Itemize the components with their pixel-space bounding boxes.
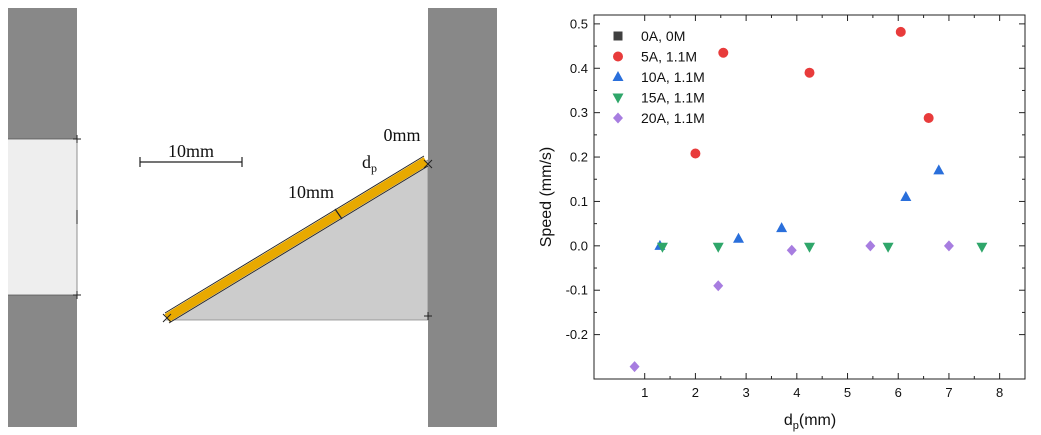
dp-strip	[164, 157, 429, 322]
legend-marker	[613, 31, 623, 41]
data-point	[712, 242, 724, 253]
y-tick-label: 0.2	[570, 150, 588, 165]
data-point	[804, 67, 815, 78]
data-point	[900, 191, 912, 201]
y-tick-label: -0.1	[566, 283, 588, 298]
data-point	[882, 242, 894, 253]
mid-distance-label: 10mm	[288, 182, 334, 202]
data-point	[943, 240, 954, 252]
data-point	[933, 164, 945, 175]
data-point	[656, 242, 668, 253]
right-wall	[428, 8, 497, 427]
speed-chart: 1 2 3 4 5 6 7 8 -0.2 -0.1 0.0 0.1 0.2 0.3 0.4 0.5 0A, …	[538, 14, 1026, 432]
legend-label: 15A, 1.1M	[641, 90, 705, 106]
left-wall-gap	[8, 139, 77, 295]
x-tick-label: 8	[996, 385, 1003, 400]
dp-label: dp	[362, 152, 377, 175]
x-tick-label: 1	[641, 385, 648, 400]
y-tick-label: 0.1	[570, 194, 588, 209]
y-tick-label: 0.3	[570, 105, 588, 120]
dp-strip-edge-top	[164, 155, 425, 314]
top-distance-label: 0mm	[383, 125, 420, 145]
data-point	[895, 26, 906, 37]
x-axis-ticks: 1 2 3 4 5 6 7 8	[641, 15, 1003, 400]
y-tick-label: -0.2	[566, 327, 588, 342]
x-tick-label: 5	[844, 385, 851, 400]
x-tick-label: 2	[692, 385, 699, 400]
left-wall-top	[8, 8, 77, 139]
y-tick-label: 0.5	[570, 16, 588, 31]
x-tick-label: 7	[945, 385, 952, 400]
left-wall-bottom	[8, 295, 77, 427]
data-point	[776, 222, 788, 233]
data-point	[786, 244, 797, 256]
x-axis-label: dp(mm)	[784, 412, 836, 432]
data-point	[629, 361, 640, 373]
geometry-diagram: 10mm 10mm 0mm dp	[8, 8, 497, 427]
data-point	[804, 242, 815, 253]
mid-tick	[334, 208, 343, 220]
legend-label: 0A, 0M	[641, 28, 685, 44]
legend-label: 5A, 1.1M	[641, 49, 697, 65]
legend-marker	[613, 51, 623, 62]
data-point	[718, 47, 729, 58]
data-point	[690, 148, 701, 159]
legend-label: 20A, 1.1M	[641, 110, 705, 126]
data-point	[923, 112, 934, 123]
x-tick-label: 4	[793, 385, 800, 400]
vertex-mark	[162, 159, 433, 323]
legend-label: 10A, 1.1M	[641, 69, 705, 85]
data-point	[713, 280, 724, 292]
y-axis-ticks: -0.2 -0.1 0.0 0.1 0.2 0.3 0.4 0.5	[566, 16, 1025, 342]
dp-strip-edge-bottom	[168, 165, 429, 324]
y-tick-label: 0.4	[570, 61, 588, 76]
y-tick-label: 0.0	[570, 238, 588, 253]
vertex-mark	[73, 135, 81, 299]
legend: 0A, 0M 5A, 1.1M 10A, 1.1M 15A, 1.1M 20A, 1.1…	[612, 28, 705, 126]
data-point	[733, 232, 745, 243]
x-tick-label: 3	[743, 385, 750, 400]
legend-marker	[612, 71, 624, 81]
scale-bar-label: 10mm	[168, 141, 214, 161]
data-markers	[629, 26, 988, 373]
data-point	[976, 242, 988, 253]
plot-frame	[593, 14, 1026, 380]
legend-marker	[613, 112, 623, 124]
x-tick-label: 6	[895, 385, 902, 400]
y-axis-label: Speed (mm/s)	[538, 147, 555, 247]
legend-marker	[612, 93, 624, 104]
data-point	[865, 240, 876, 252]
